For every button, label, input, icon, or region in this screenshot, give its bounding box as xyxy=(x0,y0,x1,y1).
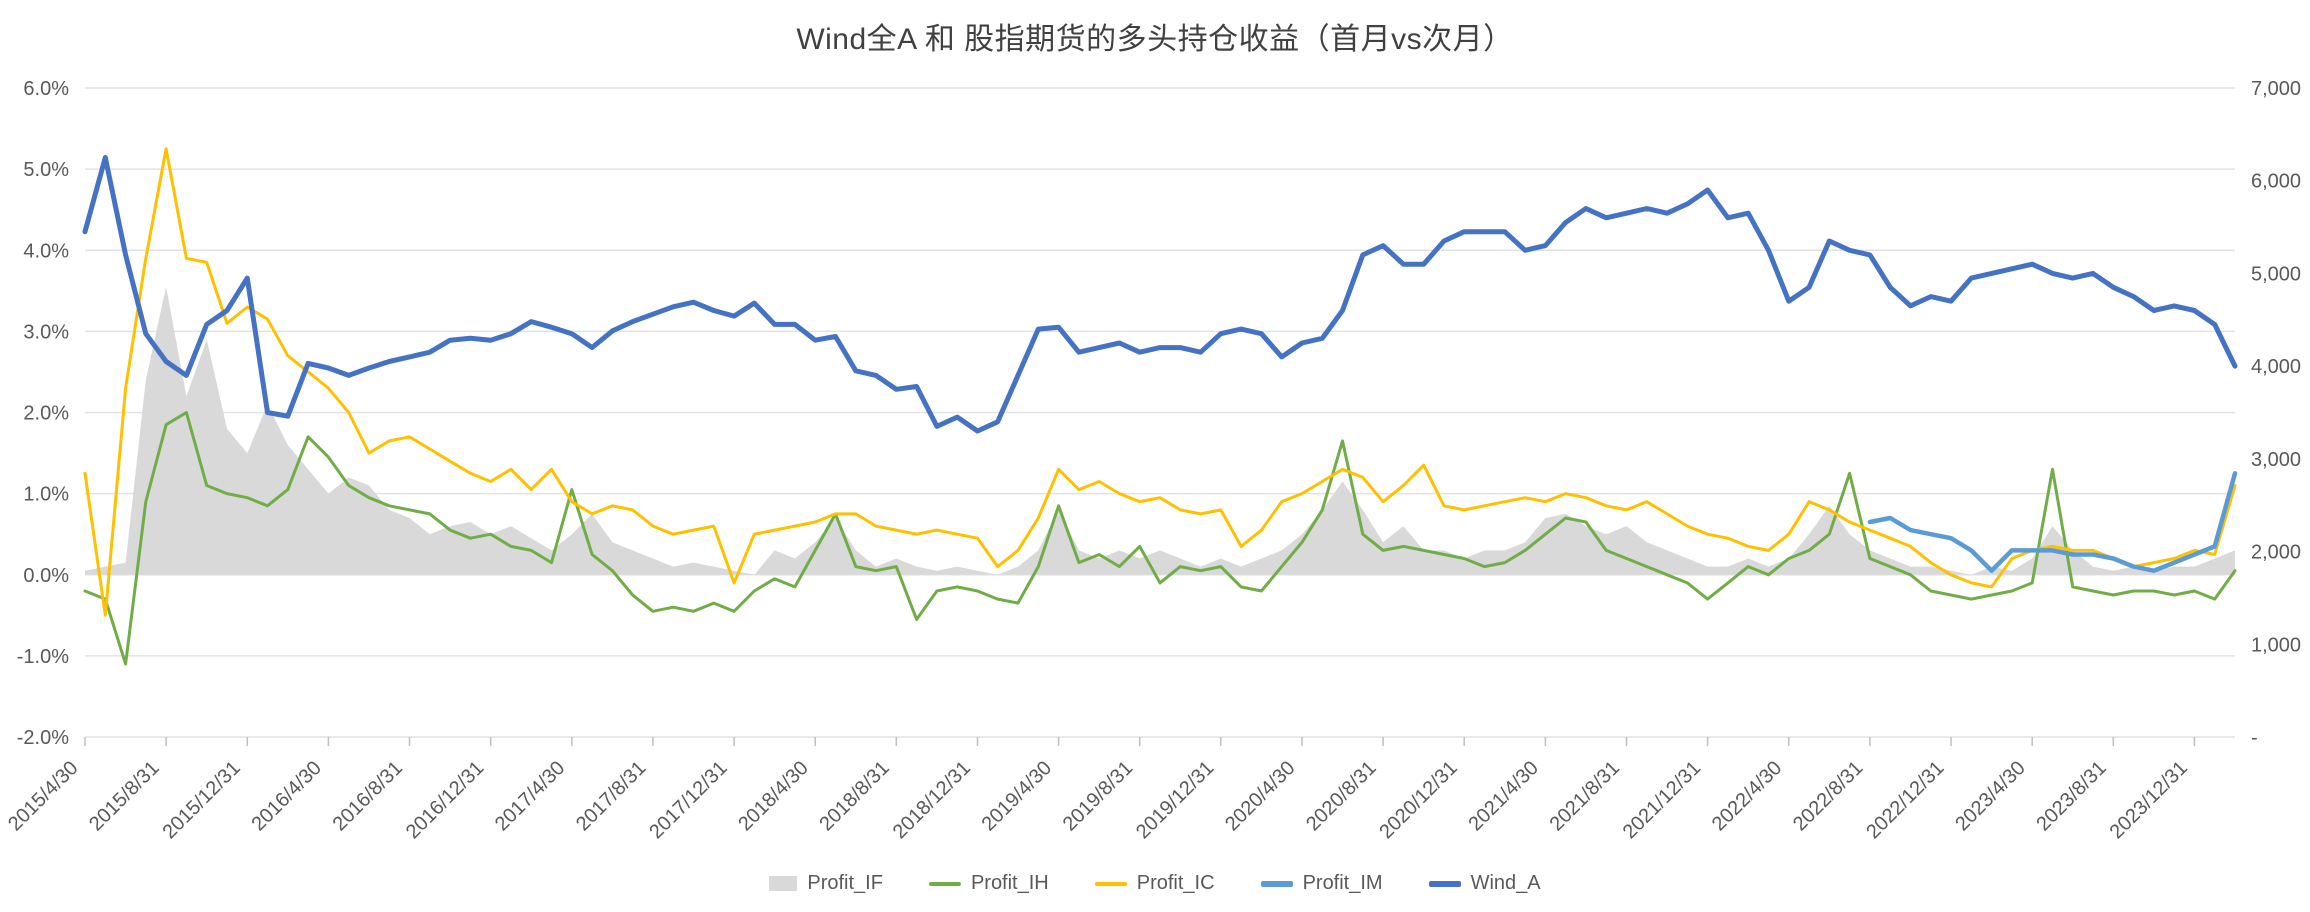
right-axis-label: - xyxy=(2251,727,2258,749)
x-axis-label: 2016/4/30 xyxy=(247,757,325,835)
left-axis-label: 3.0% xyxy=(23,321,69,343)
x-axis-label: 2017/12/31 xyxy=(645,757,731,843)
area-swatch-icon xyxy=(769,876,798,891)
x-axis-label: 2015/12/31 xyxy=(158,757,244,843)
x-axis-label: 2019/12/31 xyxy=(1132,757,1218,843)
x-axis-label: 2023/8/31 xyxy=(2032,757,2110,835)
line-swatch-icon xyxy=(928,881,961,886)
legend-item-profit-if: Profit_IF xyxy=(769,872,883,895)
chart-title: Wind全A 和 股指期货的多头持仓收益（首月vs次月） xyxy=(796,23,1514,56)
legend-item-profit-ih: Profit_IH xyxy=(928,872,1049,895)
legend-label: Profit_IM xyxy=(1302,872,1383,894)
x-axis-label: 2018/4/30 xyxy=(734,757,812,835)
x-axis-label: 2021/4/30 xyxy=(1464,757,1542,835)
x-axis-label: 2018/12/31 xyxy=(889,757,975,843)
x-axis-label: 2022/4/30 xyxy=(1708,757,1786,835)
legend-label: Profit_IH xyxy=(970,872,1049,894)
legend-item-profit-im: Profit_IM xyxy=(1260,872,1383,895)
right-axis-label: 3,000 xyxy=(2251,449,2301,471)
series-area-Profit_IF xyxy=(85,286,2235,575)
x-axis-label: 2020/4/30 xyxy=(1221,757,1299,835)
x-axis-label: 2017/4/30 xyxy=(491,757,569,835)
x-axis-label: 2016/8/31 xyxy=(329,757,407,835)
left-axis-label: 0.0% xyxy=(23,565,69,587)
left-axis-label: -1.0% xyxy=(17,646,69,668)
right-axis-label: 1,000 xyxy=(2251,634,2301,656)
x-axis-label: 2023/12/31 xyxy=(2106,757,2192,843)
x-axis-label: 2017/8/31 xyxy=(572,757,650,835)
x-axis-label: 2020/8/31 xyxy=(1302,757,1380,835)
x-axis-label: 2022/12/31 xyxy=(1862,757,1948,843)
x-axis-label: 2019/4/30 xyxy=(978,757,1056,835)
right-axis-label: 6,000 xyxy=(2251,171,2301,193)
legend-item-profit-ic: Profit_IC xyxy=(1094,872,1215,895)
x-axis-label: 2016/12/31 xyxy=(402,757,488,843)
series-line-Profit_IH xyxy=(83,411,2237,666)
legend-label: Profit_IF xyxy=(807,872,883,894)
left-axis-label: 2.0% xyxy=(23,403,69,425)
legend-label: Wind_A xyxy=(1470,872,1541,894)
legend: Profit_IF Profit_IH Profit_IC Profit_IM … xyxy=(0,872,2310,895)
left-axis-label: 5.0% xyxy=(23,159,69,181)
right-axis-label: 4,000 xyxy=(2251,356,2301,378)
series-line-Profit_IC xyxy=(83,147,2237,617)
left-axis-label: -2.0% xyxy=(17,727,69,749)
right-axis-label: 7,000 xyxy=(2251,78,2301,100)
right-axis-label: 5,000 xyxy=(2251,263,2301,285)
legend-label: Profit_IC xyxy=(1136,872,1215,894)
series-line-Wind_A xyxy=(82,155,2238,434)
x-axis-label: 2015/8/31 xyxy=(85,757,163,835)
legend-item-wind-a: Wind_A xyxy=(1428,872,1541,895)
x-axis-label: 2021/12/31 xyxy=(1619,757,1705,843)
x-axis-label: 2019/8/31 xyxy=(1059,757,1137,835)
x-axis-label: 2021/8/31 xyxy=(1546,757,1624,835)
right-axis-label: 2,000 xyxy=(2251,542,2301,564)
left-axis-label: 1.0% xyxy=(23,484,69,506)
line-swatch-icon xyxy=(1428,880,1461,887)
series-line-Profit_IM xyxy=(1867,471,2238,573)
x-axis-label: 2015/4/30 xyxy=(4,757,82,835)
left-axis-label: 6.0% xyxy=(23,78,69,100)
x-axis-label: 2018/8/31 xyxy=(815,757,893,835)
line-swatch-icon xyxy=(1094,881,1127,886)
x-axis-label: 2020/12/31 xyxy=(1375,757,1461,843)
x-axis-label: 2022/8/31 xyxy=(1789,757,1867,835)
left-axis-label: 4.0% xyxy=(23,240,69,262)
line-swatch-icon xyxy=(1260,880,1293,887)
x-axis-label: 2023/4/30 xyxy=(1951,757,2029,835)
